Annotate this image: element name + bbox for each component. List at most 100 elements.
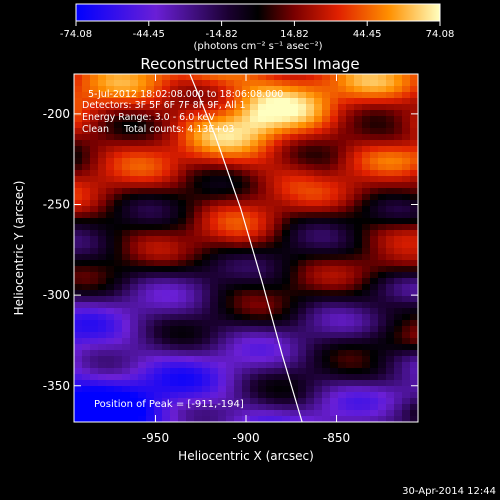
heatmap-cell (194, 158, 203, 165)
heatmap-cell (306, 140, 315, 147)
heatmap-cell (202, 362, 211, 369)
heatmap-cell (194, 134, 203, 141)
heatmap-cell (106, 242, 115, 249)
heatmap-cell (242, 380, 251, 387)
heatmap-cell (226, 266, 235, 273)
heatmap-cell (130, 98, 139, 105)
heatmap-cell (162, 74, 171, 81)
heatmap-cell (162, 254, 171, 261)
heatmap-cell (90, 104, 99, 111)
heatmap-cell (386, 236, 395, 243)
heatmap-cell (338, 110, 347, 117)
heatmap-cell (362, 278, 371, 285)
heatmap-cell (90, 206, 99, 213)
heatmap-cell (114, 218, 123, 225)
heatmap-cell (266, 230, 275, 237)
heatmap-cell (298, 164, 307, 171)
heatmap-cell (394, 260, 403, 267)
heatmap-cell (106, 182, 115, 189)
heatmap-cell (106, 212, 115, 219)
heatmap-cell (138, 116, 147, 123)
heatmap-cell (202, 296, 211, 303)
heatmap-cell (210, 104, 219, 111)
heatmap-cell (170, 212, 179, 219)
heatmap-cell (370, 74, 379, 81)
heatmap-cell (74, 170, 83, 177)
heatmap-cell (410, 212, 418, 219)
heatmap-cell (202, 278, 211, 285)
heatmap-cell (74, 398, 83, 405)
heatmap-cell (82, 374, 91, 381)
heatmap-cell (218, 80, 227, 87)
heatmap-cell (154, 128, 163, 135)
heatmap-cell (194, 116, 203, 123)
heatmap-cell (178, 74, 187, 81)
heatmap-cell (122, 188, 131, 195)
heatmap-cell (346, 146, 355, 153)
heatmap-cell (202, 170, 211, 177)
heatmap-cell (386, 98, 395, 105)
heatmap-cell (322, 176, 331, 183)
heatmap-cell (218, 122, 227, 129)
heatmap-cell (226, 254, 235, 261)
heatmap-cell (250, 74, 259, 81)
heatmap-cell (274, 332, 283, 339)
heatmap-cell (106, 176, 115, 183)
heatmap-cell (82, 398, 91, 405)
heatmap-cell (410, 182, 418, 189)
heatmap-cell (282, 146, 291, 153)
heatmap-cell (394, 188, 403, 195)
heatmap-cell (146, 236, 155, 243)
heatmap-cell (402, 248, 411, 255)
heatmap-cell (114, 248, 123, 255)
heatmap-cell (346, 410, 355, 417)
heatmap-cell (130, 128, 139, 135)
heatmap-cell (234, 338, 243, 345)
heatmap-cell (338, 188, 347, 195)
heatmap-cell (330, 128, 339, 135)
heatmap-cell (266, 194, 275, 201)
heatmap-cell (330, 110, 339, 117)
x-tick-label: -950 (142, 431, 169, 445)
heatmap-cell (354, 350, 363, 357)
heatmap-cell (402, 338, 411, 345)
heatmap-cell (346, 320, 355, 327)
heatmap-cell (226, 344, 235, 351)
heatmap-cell (82, 266, 91, 273)
heatmap-cell (370, 80, 379, 87)
heatmap-cell (330, 98, 339, 105)
heatmap-cell (82, 344, 91, 351)
heatmap-cell (114, 380, 123, 387)
heatmap-cell (370, 116, 379, 123)
heatmap-cell (178, 356, 187, 363)
heatmap-cell (394, 266, 403, 273)
heatmap-cell (330, 152, 339, 159)
heatmap-cell (82, 104, 91, 111)
heatmap-cell (130, 284, 139, 291)
heatmap-cell (338, 152, 347, 159)
heatmap-cell (114, 152, 123, 159)
heatmap-cell (122, 260, 131, 267)
heatmap-cell (282, 260, 291, 267)
heatmap-cell (170, 86, 179, 93)
heatmap-cell (242, 398, 251, 405)
heatmap-cell (122, 170, 131, 177)
heatmap-cell (394, 158, 403, 165)
heatmap-cell (146, 212, 155, 219)
heatmap-cell (170, 248, 179, 255)
heatmap-cell (74, 92, 83, 99)
heatmap-cell (330, 314, 339, 321)
heatmap-cell (122, 284, 131, 291)
heatmap-cell (394, 398, 403, 405)
heatmap-cell (282, 116, 291, 123)
heatmap-cell (354, 158, 363, 165)
heatmap-cell (306, 236, 315, 243)
heatmap-cell (370, 410, 379, 417)
heatmap-cell (154, 380, 163, 387)
heatmap-cell (274, 110, 283, 117)
heatmap-cell (146, 248, 155, 255)
heatmap-cell (82, 230, 91, 237)
heatmap-cell (162, 224, 171, 231)
heatmap-cell (218, 116, 227, 123)
heatmap-cell (178, 80, 187, 87)
